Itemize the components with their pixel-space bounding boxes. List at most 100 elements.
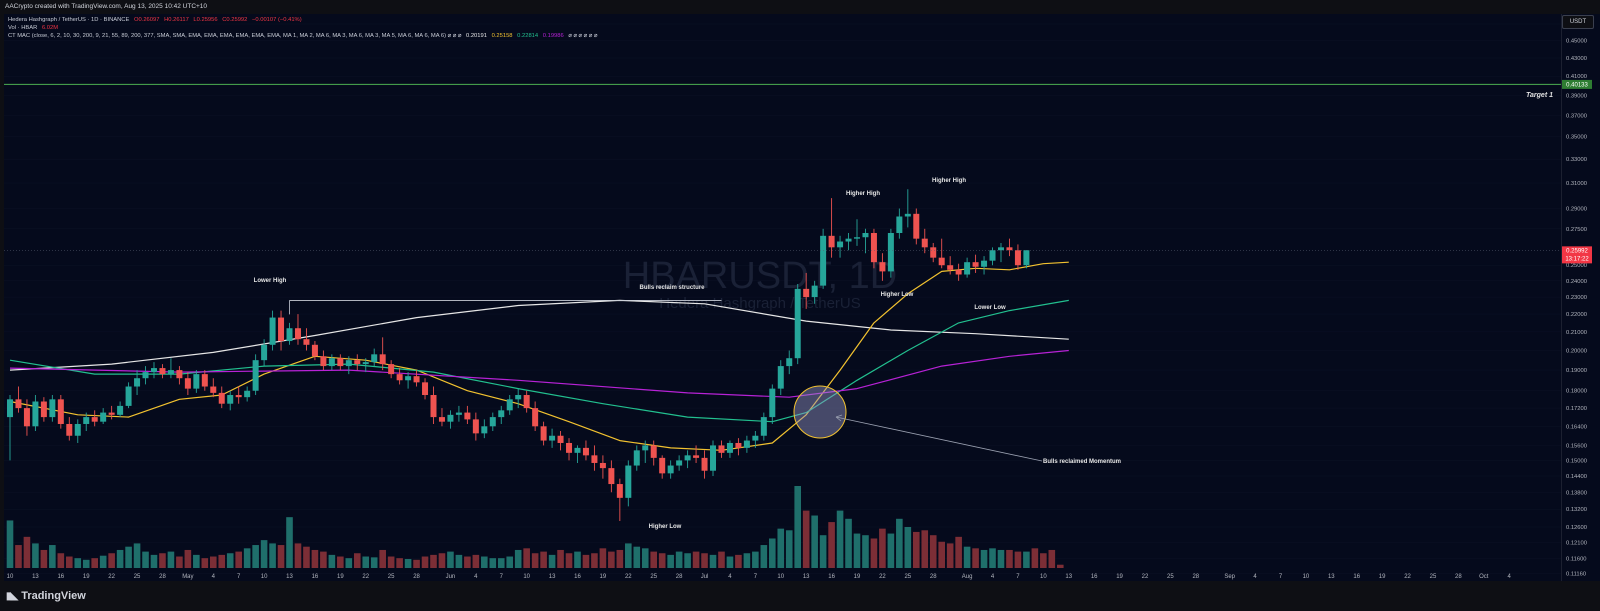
candle-body xyxy=(23,408,30,427)
volume-bar xyxy=(481,556,488,568)
volume-bar xyxy=(176,556,183,568)
volume-bar xyxy=(362,556,370,568)
candle-body xyxy=(40,401,47,418)
volume-bar xyxy=(260,540,268,568)
time-tick-label: 22 xyxy=(362,574,369,580)
legend-volume-label[interactable]: Vol · HBAR xyxy=(8,25,38,31)
ma-line xyxy=(9,299,1069,371)
time-tick-label: 28 xyxy=(676,574,683,580)
candle-body xyxy=(396,374,403,381)
candle-body xyxy=(557,435,564,443)
price-tick-label: 0.33000 xyxy=(1566,157,1587,163)
candle-body xyxy=(506,399,513,411)
candle-body xyxy=(566,442,573,453)
price-tick-label: 0.35000 xyxy=(1566,135,1587,141)
volume-bar xyxy=(735,554,742,568)
volume-bar xyxy=(40,549,48,568)
top-credit-bar: AACrypto created with TradingView.com, A… xyxy=(0,0,1600,14)
time-tick-label: 19 xyxy=(1116,574,1123,580)
volume-bar xyxy=(226,553,234,568)
volume-bar xyxy=(370,557,378,568)
candle-body xyxy=(15,399,22,409)
candle-body xyxy=(201,374,208,387)
candle-body xyxy=(489,417,496,427)
higher-high-label-2: Higher High xyxy=(932,178,966,184)
candle-body xyxy=(616,484,623,498)
candle-body xyxy=(676,460,683,466)
target-price-text: 0.40133 xyxy=(1566,82,1588,88)
legend-ma-label[interactable]: CT MAC (close, 6, 2, 10, 30, 200, 9, 21,… xyxy=(8,33,462,39)
candle-body xyxy=(379,354,386,365)
time-tick-label: 13 xyxy=(549,574,556,580)
time-tick-label: 25 xyxy=(388,574,395,580)
time-tick-label: 10 xyxy=(523,574,530,580)
price-tick-label: 0.24000 xyxy=(1566,279,1587,285)
candle-body xyxy=(7,399,13,418)
candle-body xyxy=(74,423,81,436)
price-tick-label: 0.45000 xyxy=(1566,39,1587,45)
volume-bar xyxy=(946,543,954,568)
candle-body xyxy=(896,216,903,234)
volume-bar xyxy=(218,554,226,568)
volume-bar xyxy=(1031,548,1039,568)
momentum-circle xyxy=(793,385,847,439)
legend-ma-yellow: 0.25158 xyxy=(491,33,513,39)
volume-bar xyxy=(1048,549,1056,568)
tradingview-logo[interactable]: ▮◣ TradingView xyxy=(6,590,86,602)
time-tick-label: 22 xyxy=(625,574,632,580)
candle-body xyxy=(244,390,251,398)
time-tick-label: 16 xyxy=(57,574,64,580)
candle-body xyxy=(362,362,369,365)
candle-body xyxy=(989,250,996,261)
time-tick-label: 19 xyxy=(854,574,861,580)
volume-bar xyxy=(82,559,90,568)
candle-body xyxy=(66,423,73,436)
volume-bar xyxy=(497,558,505,568)
time-tick-label: 16 xyxy=(312,574,319,580)
candle-body xyxy=(57,399,64,424)
price-axis-labels: 0.470000.450000.430000.410000.390000.370… xyxy=(1566,22,1587,577)
price-scale[interactable] xyxy=(1561,14,1600,581)
momentum-arrow-line xyxy=(835,416,1043,462)
time-tick-label: 28 xyxy=(159,574,166,580)
candle-body xyxy=(870,233,877,263)
volume-bar xyxy=(709,554,717,568)
candle-body xyxy=(269,317,276,345)
candle-body xyxy=(32,401,39,427)
candle-body xyxy=(930,247,937,258)
volume-bar xyxy=(862,535,869,568)
time-tick-label: 4 xyxy=(1253,574,1257,580)
time-tick-label: 25 xyxy=(650,574,657,580)
chart-pane[interactable] xyxy=(4,14,1561,581)
candle-body xyxy=(777,366,784,389)
candle-body xyxy=(650,445,657,458)
candle-body xyxy=(981,260,988,267)
time-tick-label: 4 xyxy=(212,574,216,580)
legend-low: L0.25956 xyxy=(193,17,218,23)
volume-bar xyxy=(320,551,327,568)
time-tick-label: Jul xyxy=(701,574,709,580)
volume-bar xyxy=(91,558,98,568)
legend-symbol[interactable]: Hedera Hashgraph / TetherUS · 1D · BINAN… xyxy=(8,17,130,23)
price-tick-label: 0.13800 xyxy=(1566,490,1587,496)
currency-button[interactable]: USDT xyxy=(1562,15,1594,29)
time-tick-label: Jun xyxy=(446,574,456,580)
volume-bar xyxy=(879,528,886,568)
volume-bar xyxy=(387,556,395,568)
time-tick-label: 22 xyxy=(1404,574,1411,580)
legend-ma-white: 0.20191 xyxy=(465,33,487,39)
candle-body xyxy=(464,412,471,420)
time-tick-label: 19 xyxy=(83,574,90,580)
volume-bar xyxy=(74,558,82,568)
volume-bars xyxy=(6,486,1064,568)
candle-body xyxy=(693,455,700,458)
volume-bar xyxy=(777,528,785,568)
time-tick-label: 16 xyxy=(574,574,581,580)
candle-body xyxy=(769,388,776,418)
volume-bar xyxy=(404,558,412,568)
time-tick-label: 13 xyxy=(1328,574,1335,580)
volume-bar xyxy=(193,554,200,568)
higher-low-label-2: Higher Low xyxy=(649,524,682,530)
time-tick-label: 10 xyxy=(1040,574,1047,580)
